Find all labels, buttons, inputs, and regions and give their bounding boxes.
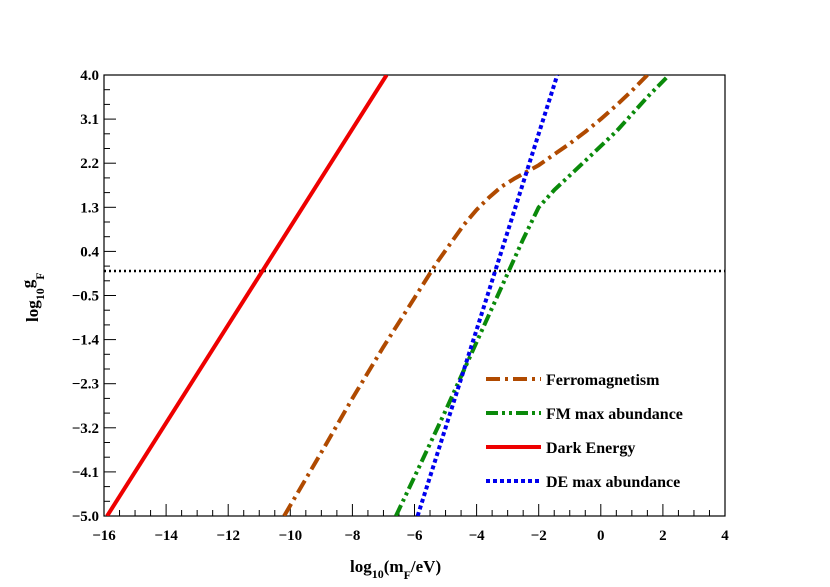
x-tick-label: −14 xyxy=(154,528,178,544)
y-tick-label: 3.1 xyxy=(80,112,99,128)
y-tick-label: −3.2 xyxy=(72,421,99,437)
x-tick-label: −16 xyxy=(92,528,116,544)
legend-label: FM max abundance xyxy=(546,406,683,423)
legend-label: Ferromagnetism xyxy=(546,372,660,389)
x-tick-label: −4 xyxy=(469,528,486,544)
y-tick-label: 4.0 xyxy=(80,68,99,84)
y-tick-label: 2.2 xyxy=(80,156,99,172)
y-tick-label: −1.4 xyxy=(72,333,100,349)
legend-label: DE max abundance xyxy=(546,474,680,491)
y-tick-label: −5.0 xyxy=(72,509,99,525)
y-tick-label: −4.1 xyxy=(72,465,99,481)
series-line-fm-max-abundance xyxy=(394,75,671,516)
x-tick-label: 2 xyxy=(659,528,667,544)
y-tick-label: −0.5 xyxy=(72,289,99,305)
y-tick-label: −2.3 xyxy=(72,377,99,393)
legend: Ferromagnetism FM max abundance Dark Energ… xyxy=(486,372,683,491)
x-tick-label: −12 xyxy=(216,528,240,544)
x-tick-label: 0 xyxy=(597,528,605,544)
y-axis-title: log10gF xyxy=(18,272,47,322)
x-tick-label: −10 xyxy=(279,528,303,544)
x-tick-label: 4 xyxy=(721,528,729,544)
legend-label: Dark Energy xyxy=(546,440,635,457)
series-line-de-max-abundance xyxy=(415,75,560,516)
series-line-dark-energy xyxy=(105,75,389,516)
y-tick-label: 0.4 xyxy=(80,244,99,260)
x-tick-label: −2 xyxy=(531,528,547,544)
x-tick-label: −6 xyxy=(406,528,423,544)
y-tick-label: 1.3 xyxy=(80,200,99,216)
axis-ticks xyxy=(103,74,726,517)
series-group xyxy=(105,75,671,516)
x-axis-title: log10(mF/eV) xyxy=(350,557,441,582)
tick-labels: −16 −14 −12 −10 −8 −6 −4 −2 0 2 4 4.0 3.1 2.2 1.3 0.4 −0… xyxy=(72,68,730,544)
x-tick-label: −8 xyxy=(344,528,360,544)
